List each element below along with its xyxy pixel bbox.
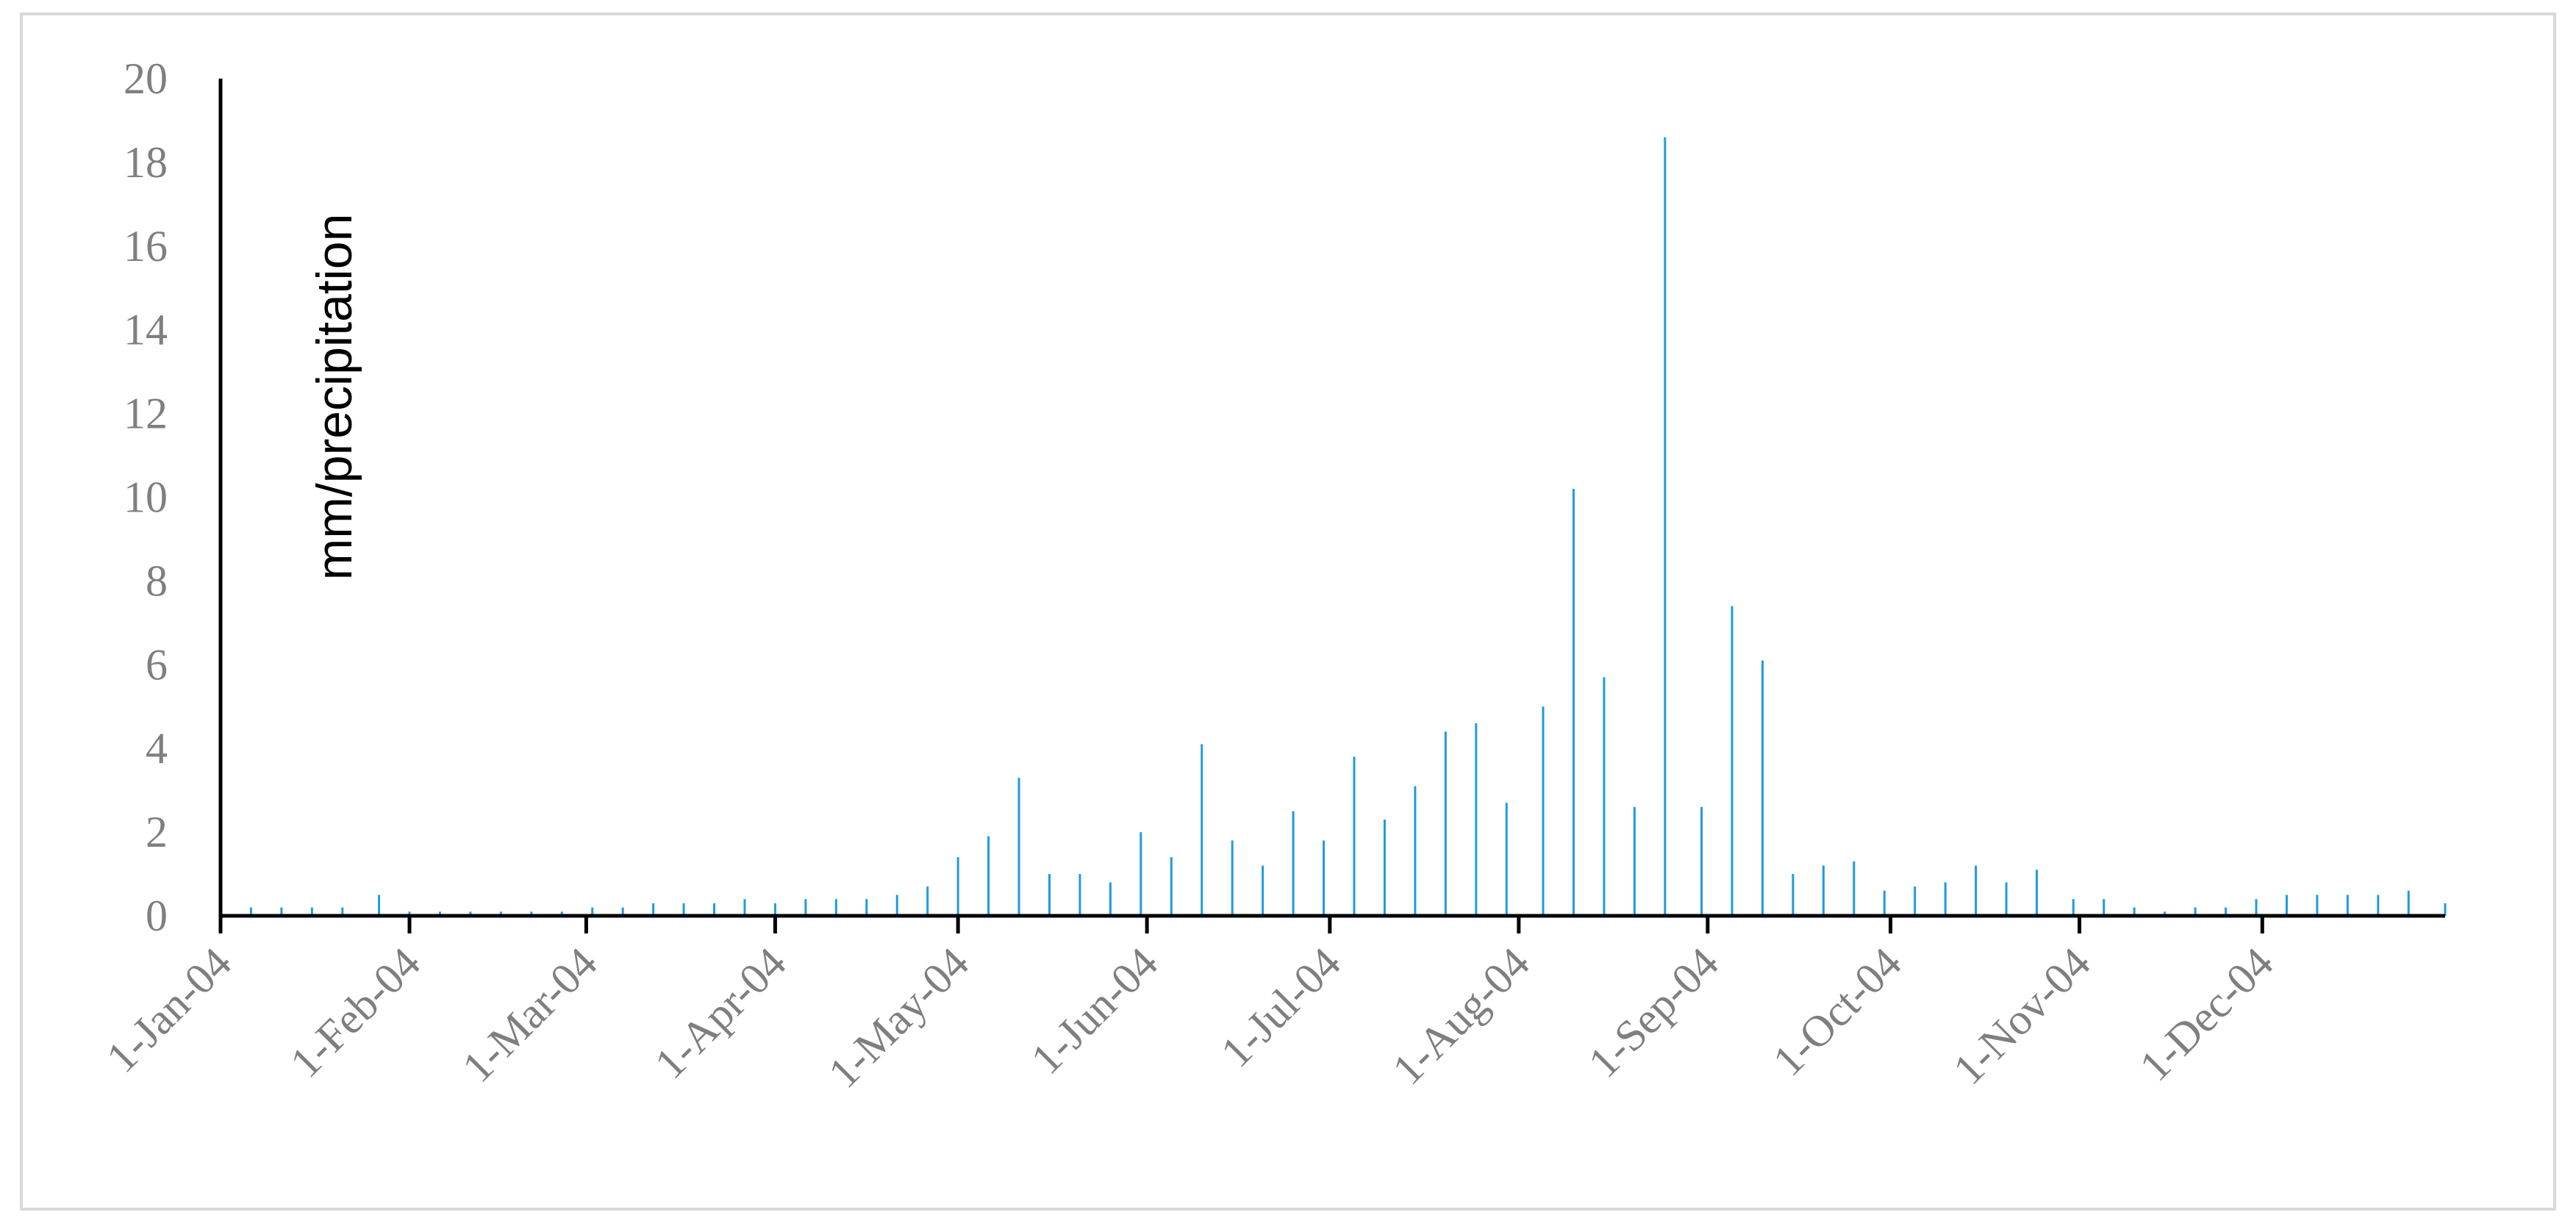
x-tick-label: 1-Apr-04	[645, 939, 795, 1089]
y-tick-label: 14	[124, 306, 168, 354]
y-tick-label: 20	[124, 54, 168, 103]
y-tick-label: 18	[124, 138, 168, 187]
x-ticks: 1-Jan-04 1-Feb-04 1-Mar-04 1-Apr-04 1-May-04…	[97, 916, 2282, 1097]
y-tick-label: 8	[146, 556, 168, 605]
x-tick-label: 1-Jun-04	[1022, 939, 1167, 1084]
y-tick-label: 10	[124, 473, 168, 522]
y-axis-label: mm/precipitation	[307, 214, 362, 581]
x-tick-label: 1-Jan-04	[97, 939, 240, 1082]
y-tick-label: 0	[146, 892, 168, 940]
x-tick-label: 1-Dec-04	[2130, 939, 2283, 1091]
x-tick-label: 1-Sep-04	[1579, 939, 1728, 1087]
y-tick-label: 12	[124, 390, 168, 438]
y-tick-label: 16	[124, 222, 168, 270]
y-tick-label: 6	[146, 640, 168, 689]
y-tick-labels: 0 2 4 6 8 10 12 14 16 18 20	[124, 54, 168, 940]
x-tick-label: 1-Aug-04	[1383, 939, 1539, 1094]
chart-frame	[20, 12, 2556, 1211]
x-tick-label: 1-Feb-04	[281, 939, 429, 1087]
y-tick-label: 4	[146, 724, 168, 772]
y-tick-label: 2	[146, 808, 168, 856]
x-tick-label: 1-Jul-04	[1212, 939, 1350, 1077]
x-tick-label: 1-Nov-04	[1944, 939, 2100, 1094]
x-tick-label: 1-Oct-04	[1764, 939, 1911, 1086]
bars	[219, 137, 2447, 916]
x-tick-label: 1-May-04	[819, 939, 978, 1097]
x-tick-label: 1-Mar-04	[453, 939, 606, 1091]
